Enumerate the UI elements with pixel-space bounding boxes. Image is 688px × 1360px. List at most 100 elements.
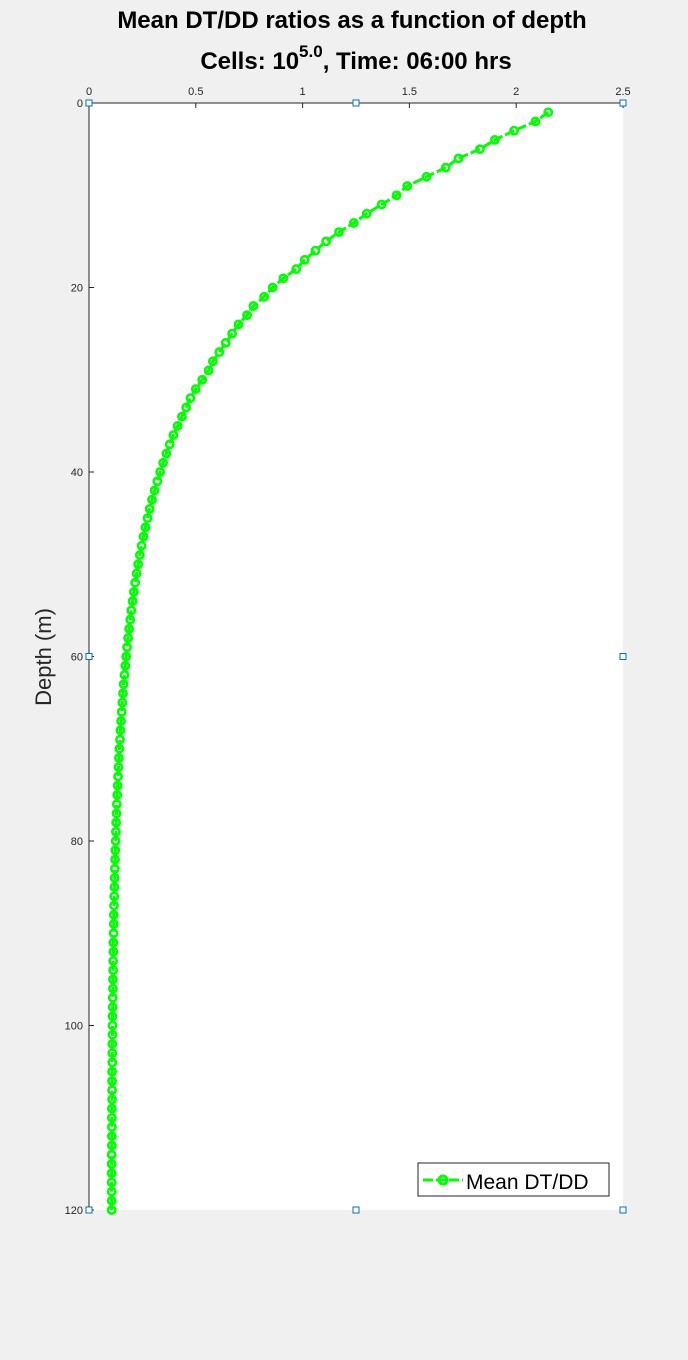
y-tick-label: 120 bbox=[65, 1205, 83, 1217]
data-point bbox=[348, 218, 359, 228]
data-point bbox=[530, 116, 541, 127]
data-point bbox=[121, 651, 132, 662]
series-mean-dt-dd bbox=[106, 107, 554, 1215]
data-point bbox=[131, 568, 142, 579]
data-point bbox=[109, 891, 120, 902]
data-point bbox=[134, 550, 145, 560]
data-point bbox=[207, 356, 218, 367]
data-point bbox=[147, 494, 157, 505]
data-point bbox=[334, 227, 344, 238]
data-point bbox=[233, 319, 244, 330]
subtitle-suffix: , Time: 06:00 hrs bbox=[323, 48, 512, 75]
data-point bbox=[107, 1029, 118, 1040]
data-point bbox=[109, 863, 120, 874]
data-point bbox=[108, 928, 119, 939]
data-point bbox=[291, 264, 302, 274]
data-point bbox=[116, 716, 126, 726]
data-point bbox=[124, 623, 135, 634]
data-point bbox=[106, 1177, 117, 1188]
data-point bbox=[106, 1186, 117, 1197]
data-point bbox=[361, 208, 372, 219]
data-point bbox=[144, 503, 155, 514]
x-tick-label: 0.5 bbox=[188, 86, 203, 98]
data-point bbox=[177, 411, 187, 422]
data-point bbox=[108, 937, 119, 948]
data-point bbox=[108, 965, 119, 976]
data-point bbox=[122, 642, 132, 653]
y-tick-label: 0 bbox=[77, 98, 83, 110]
data-point bbox=[220, 337, 231, 348]
data-point bbox=[106, 1205, 117, 1215]
data-point bbox=[115, 734, 125, 745]
data-point bbox=[158, 457, 169, 468]
data-point bbox=[107, 992, 118, 1003]
data-point bbox=[110, 845, 121, 856]
y-tick-label: 100 bbox=[65, 1021, 83, 1033]
y-tick-label: 80 bbox=[71, 836, 83, 848]
data-point bbox=[142, 513, 153, 524]
resize-handle[interactable] bbox=[85, 653, 93, 660]
resize-handle[interactable] bbox=[85, 1206, 93, 1214]
data-point bbox=[107, 1094, 117, 1105]
data-point bbox=[172, 420, 183, 431]
data-point bbox=[310, 245, 321, 256]
data-point bbox=[106, 1158, 117, 1169]
data-point bbox=[125, 614, 136, 625]
data-point bbox=[203, 365, 214, 376]
resize-handle[interactable] bbox=[619, 653, 627, 660]
data-point bbox=[106, 1168, 117, 1178]
data-point bbox=[509, 125, 519, 136]
data-point bbox=[278, 273, 289, 284]
data-point bbox=[107, 1048, 118, 1059]
chart-title: Mean DT/DD ratios as a function of depth bbox=[117, 7, 586, 34]
data-point bbox=[114, 753, 124, 763]
data-point bbox=[114, 743, 125, 754]
data-point bbox=[106, 1103, 117, 1114]
resize-handle[interactable] bbox=[352, 99, 360, 107]
data-point bbox=[106, 1149, 117, 1160]
resize-handle[interactable] bbox=[85, 99, 93, 107]
subtitle-prefix: Cells: 10 bbox=[200, 48, 299, 75]
data-point bbox=[168, 430, 179, 440]
plot-area bbox=[89, 103, 623, 1210]
data-point bbox=[120, 660, 131, 671]
data-point bbox=[112, 789, 123, 800]
data-point bbox=[267, 282, 278, 293]
data-point bbox=[214, 347, 225, 357]
data-point bbox=[543, 107, 554, 118]
x-tick-label: 1.5 bbox=[402, 86, 417, 98]
data-point bbox=[138, 531, 149, 542]
y-tick-label: 60 bbox=[71, 652, 83, 664]
data-point bbox=[111, 817, 122, 828]
resize-handle[interactable] bbox=[352, 1206, 360, 1214]
data-point bbox=[190, 384, 201, 394]
data-point bbox=[161, 448, 172, 459]
x-tick-label: 1 bbox=[300, 86, 306, 98]
data-point bbox=[259, 291, 270, 302]
series-line bbox=[110, 111, 550, 1210]
data-point bbox=[185, 393, 196, 404]
data-point bbox=[109, 882, 120, 893]
data-point bbox=[110, 836, 121, 846]
data-point bbox=[117, 697, 128, 708]
subtitle-superscript: 5.0 bbox=[299, 42, 323, 61]
legend-marker-icon bbox=[437, 1174, 449, 1186]
data-point bbox=[197, 374, 208, 385]
data-point bbox=[116, 706, 127, 717]
legend-label: Mean DT/DD bbox=[466, 1171, 589, 1194]
x-tick-label: 2.5 bbox=[615, 86, 630, 98]
data-point bbox=[115, 725, 126, 736]
resize-handle[interactable] bbox=[619, 1206, 627, 1214]
data-point bbox=[127, 596, 138, 607]
legend[interactable]: Mean DT/DD bbox=[417, 1162, 610, 1197]
selection-handles bbox=[85, 99, 627, 1214]
data-point bbox=[107, 1085, 117, 1095]
data-point bbox=[140, 522, 151, 533]
data-point bbox=[109, 900, 119, 911]
resize-handle[interactable] bbox=[619, 99, 627, 107]
data-point bbox=[106, 1112, 117, 1123]
data-point bbox=[113, 771, 123, 782]
data-point bbox=[130, 577, 141, 588]
data-point bbox=[108, 956, 119, 966]
